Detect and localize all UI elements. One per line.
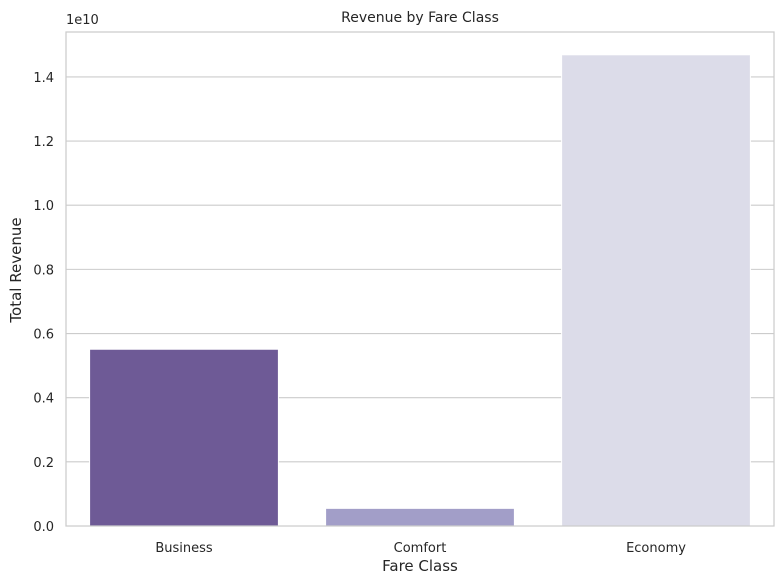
x-axis-label: Fare Class: [382, 557, 458, 575]
y-tick-label: 0.2: [33, 456, 54, 471]
bar-comfort: [325, 507, 515, 527]
y-offset-label: 1e10: [66, 13, 99, 28]
plot-frame: [65, 31, 775, 527]
x-tick-label: Comfort: [394, 541, 447, 556]
y-tick-label: 0.4: [33, 392, 54, 407]
y-tick-label: 0.8: [33, 263, 54, 278]
y-axis-label: Total Revenue: [7, 217, 25, 323]
y-tick-label: 0.0: [33, 520, 54, 535]
x-tick-label: Business: [155, 541, 213, 556]
bar-business: [89, 348, 279, 527]
chart-title: Revenue by Fare Class: [341, 10, 499, 26]
y-tick-label: 0.6: [33, 328, 54, 343]
x-tick-labels: Business Comfort Economy: [155, 541, 686, 556]
y-tick-label: 1.0: [33, 199, 54, 214]
x-tick-label: Economy: [626, 541, 686, 556]
y-tick-label: 1.2: [33, 135, 54, 150]
bars: [89, 54, 751, 527]
y-tick-labels: 0.0 0.2 0.4 0.6 0.8 1.0 1.2 1.4: [33, 71, 54, 535]
bar-economy: [561, 54, 751, 527]
y-tick-label: 1.4: [33, 71, 54, 86]
